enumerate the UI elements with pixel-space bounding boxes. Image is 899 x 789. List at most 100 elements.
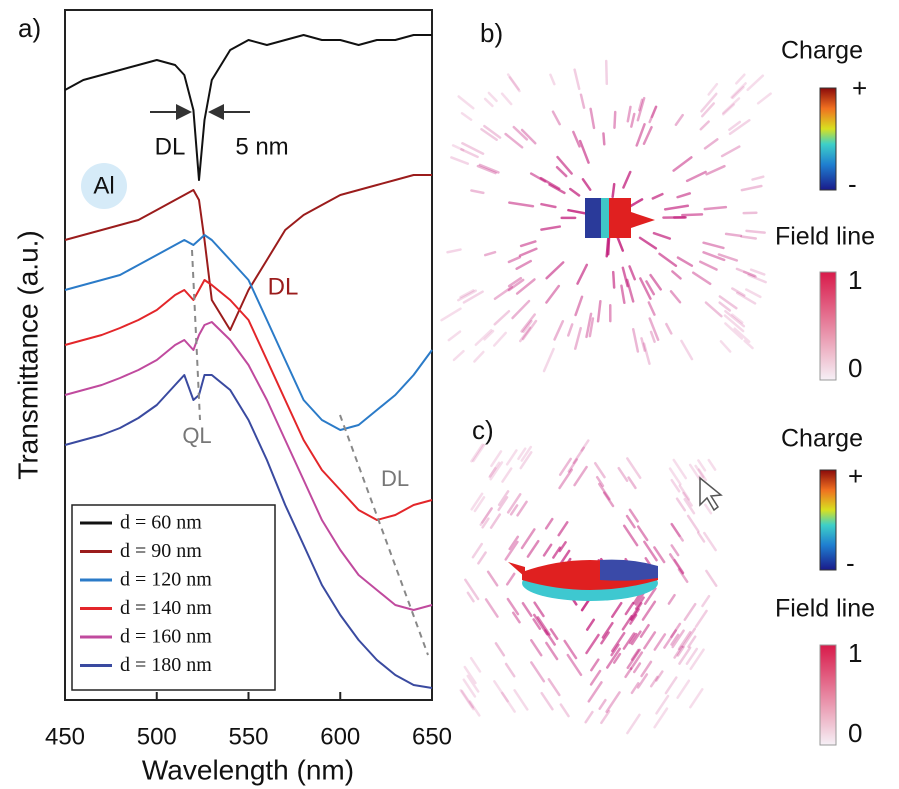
particle — [600, 559, 658, 581]
field-arrow — [625, 514, 636, 529]
field-arrow — [601, 621, 614, 639]
colorbar-title: Charge — [781, 425, 863, 453]
field-arrow — [622, 524, 639, 547]
field-arrow — [508, 535, 520, 551]
field-arrow — [747, 273, 767, 284]
field-arrow — [724, 322, 744, 340]
field-arrow — [549, 628, 559, 640]
field-arrow — [636, 96, 646, 122]
field-arrow — [628, 632, 638, 645]
field-arrow — [628, 508, 639, 523]
field-arrow — [677, 630, 692, 651]
field-arrow — [707, 458, 717, 471]
colorbar — [819, 271, 837, 381]
field-arrow — [672, 458, 688, 480]
field-arrow — [504, 662, 516, 678]
field-arrow — [740, 184, 763, 192]
field-arrow — [622, 632, 636, 650]
field-arrow — [585, 312, 593, 339]
series-line — [64, 234, 433, 431]
field-arrow — [722, 97, 741, 115]
field-arrow — [481, 517, 490, 529]
field-arrow — [506, 493, 522, 514]
field-arrow — [610, 643, 620, 657]
field-arrow — [460, 689, 474, 709]
field-arrow — [626, 457, 642, 479]
field-arrow — [466, 591, 475, 603]
field-arrow — [719, 340, 732, 353]
field-arrow — [600, 709, 611, 725]
field-arrow — [557, 521, 569, 537]
field-arrow — [670, 633, 680, 646]
field-arrow — [540, 225, 562, 231]
field-arrow — [638, 236, 658, 250]
colorbar-label: + — [848, 461, 863, 491]
field-arrow — [451, 144, 465, 152]
field-arrow — [567, 323, 574, 337]
field-arrow — [519, 240, 537, 248]
annotation: DL — [381, 466, 409, 491]
field-arrow — [596, 299, 602, 323]
field-arrow — [611, 182, 616, 199]
field-arrow — [542, 347, 555, 373]
field-arrow — [649, 675, 659, 688]
field-arrow — [702, 241, 725, 250]
guide-line — [339, 414, 429, 656]
field-arrow — [640, 660, 653, 678]
field-arrow — [494, 642, 506, 657]
field-arrow — [580, 439, 590, 452]
field-arrow — [650, 105, 658, 119]
field-arrow — [470, 443, 484, 463]
colorbar-label: 1 — [848, 638, 862, 668]
field-arrow — [649, 273, 662, 291]
field-arrow — [676, 192, 692, 199]
field-arrow — [631, 327, 640, 353]
field-arrow — [681, 213, 704, 217]
field-arrow — [622, 170, 632, 189]
x-tick-label: 500 — [137, 723, 177, 750]
field-arrow — [558, 468, 573, 490]
field-arrow — [630, 682, 640, 695]
field-arrow — [671, 629, 685, 649]
field-arrow — [605, 234, 610, 258]
series-line — [64, 374, 433, 689]
field-arrow — [629, 651, 644, 671]
x-tick-label: 600 — [320, 723, 360, 750]
field-arrow — [685, 647, 699, 665]
annotation: 5 nm — [235, 133, 288, 160]
field-arrow — [613, 110, 617, 129]
field-arrow — [697, 468, 708, 482]
field-arrow — [500, 92, 513, 106]
field-arrow — [720, 145, 741, 158]
field-arrow — [505, 449, 518, 466]
field-arrow — [522, 319, 533, 333]
field-arrow — [649, 330, 656, 343]
field-arrow — [745, 288, 762, 299]
field-arrow — [676, 645, 685, 657]
field-arrow — [600, 631, 610, 645]
field-arrow — [724, 232, 743, 238]
field-arrow — [625, 278, 635, 303]
colorbar-label: + — [852, 73, 867, 103]
field-arrow — [717, 253, 739, 262]
legend: d = 60 nm d = 90 nm d = 120 nm d = 140 nm d … — [80, 512, 212, 676]
field-arrow — [626, 713, 641, 735]
field-arrow — [636, 525, 649, 542]
field-arrow — [648, 105, 658, 124]
field-arrow — [460, 112, 473, 121]
field-arrow — [676, 679, 691, 699]
field-arrow — [488, 467, 497, 479]
field-arrow — [670, 523, 684, 542]
field-arrow — [462, 290, 484, 304]
field-arrow — [636, 673, 649, 689]
legend-label: d = 160 nm — [120, 626, 212, 648]
field-arrow — [728, 120, 742, 131]
field-arrow — [489, 513, 502, 529]
field-arrow — [501, 467, 513, 483]
field-arrow — [493, 285, 514, 300]
field-arrow — [461, 142, 485, 155]
colorbar-title: Charge — [781, 37, 863, 65]
legend-box — [71, 504, 276, 691]
field-arrow — [559, 703, 570, 718]
